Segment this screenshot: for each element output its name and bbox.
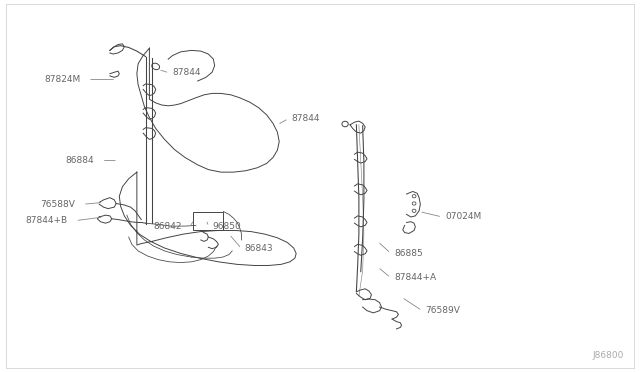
Text: J86800: J86800: [593, 351, 624, 360]
Text: 86884: 86884: [65, 156, 94, 165]
Text: 96850: 96850: [212, 222, 241, 231]
Text: 87844+A: 87844+A: [394, 273, 436, 282]
Text: 76588V: 76588V: [40, 200, 76, 209]
Text: 87844: 87844: [173, 68, 201, 77]
Text: 87844+B: 87844+B: [26, 216, 68, 225]
Text: 76589V: 76589V: [426, 306, 460, 315]
Text: 07024M: 07024M: [445, 212, 482, 221]
Bar: [193, 212, 223, 231]
Text: 87824M: 87824M: [44, 75, 81, 84]
Text: 86885: 86885: [394, 249, 423, 258]
Text: 86842: 86842: [154, 222, 182, 231]
Text: 87844: 87844: [292, 114, 320, 123]
Text: 86843: 86843: [244, 244, 273, 253]
